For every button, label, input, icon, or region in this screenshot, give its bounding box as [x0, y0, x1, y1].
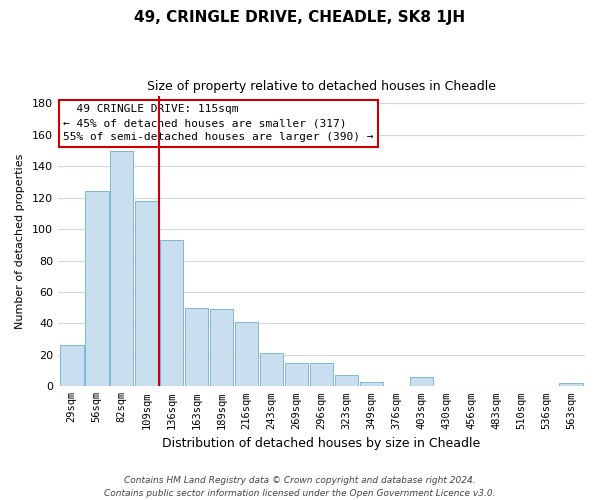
Bar	[110, 150, 133, 386]
Bar	[559, 383, 583, 386]
Bar	[185, 308, 208, 386]
Text: 49, CRINGLE DRIVE, CHEADLE, SK8 1JH: 49, CRINGLE DRIVE, CHEADLE, SK8 1JH	[134, 10, 466, 25]
Bar	[410, 377, 433, 386]
Bar	[310, 362, 334, 386]
Bar	[235, 322, 259, 386]
Bar	[209, 310, 233, 386]
Bar	[60, 346, 83, 387]
Title: Size of property relative to detached houses in Cheadle: Size of property relative to detached ho…	[147, 80, 496, 93]
Bar	[260, 354, 283, 386]
X-axis label: Distribution of detached houses by size in Cheadle: Distribution of detached houses by size …	[163, 437, 481, 450]
Bar	[335, 376, 358, 386]
Bar	[135, 201, 158, 386]
Bar	[160, 240, 184, 386]
Text: Contains HM Land Registry data © Crown copyright and database right 2024.
Contai: Contains HM Land Registry data © Crown c…	[104, 476, 496, 498]
Text: 49 CRINGLE DRIVE: 115sqm
← 45% of detached houses are smaller (317)
55% of semi-: 49 CRINGLE DRIVE: 115sqm ← 45% of detach…	[63, 104, 374, 142]
Bar	[85, 192, 109, 386]
Bar	[284, 362, 308, 386]
Bar	[359, 382, 383, 386]
Y-axis label: Number of detached properties: Number of detached properties	[15, 153, 25, 328]
